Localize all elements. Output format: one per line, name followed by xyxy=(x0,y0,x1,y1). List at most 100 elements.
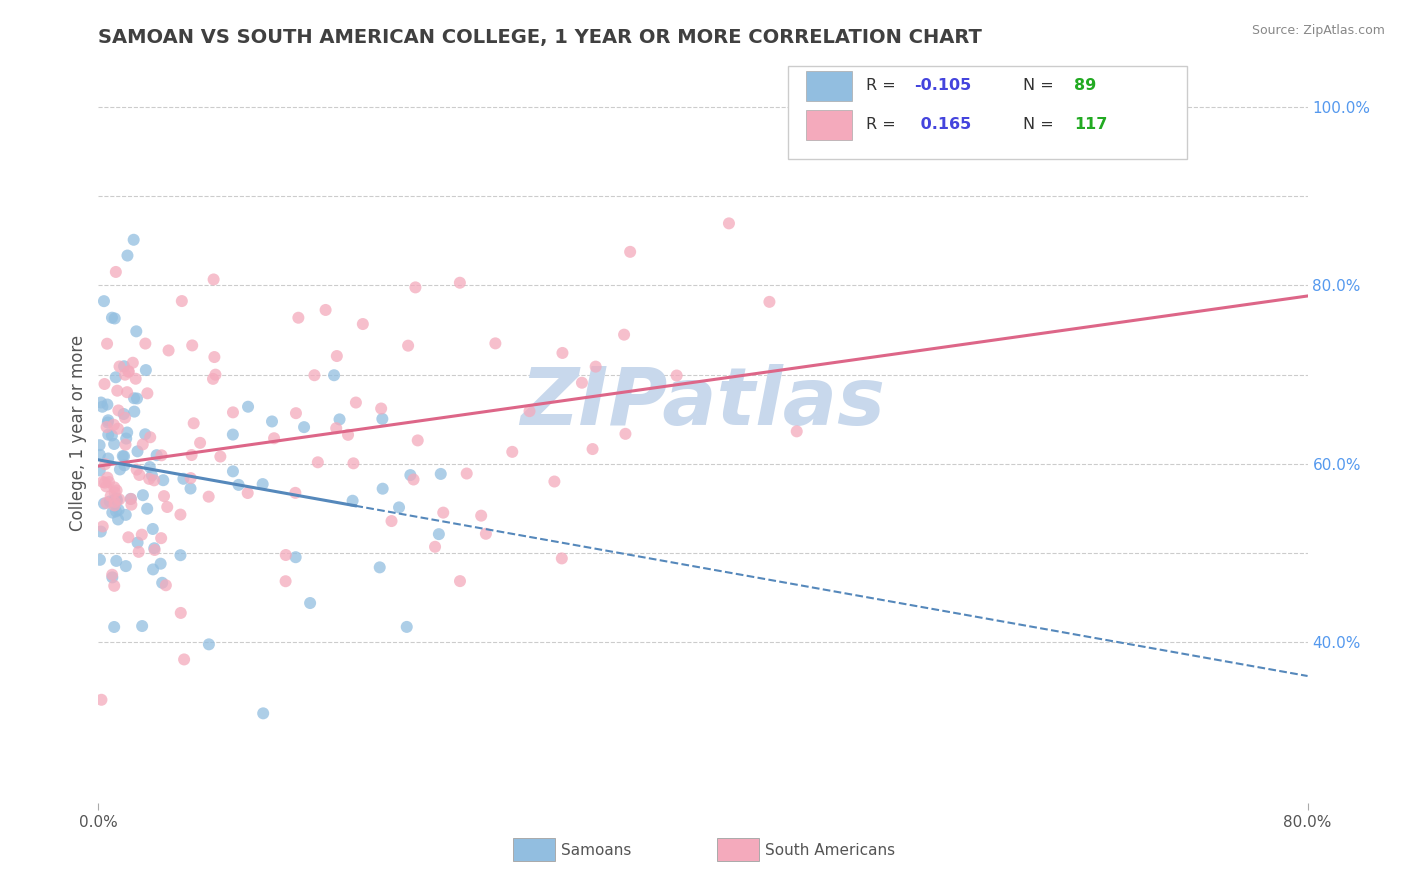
Point xyxy=(551,346,574,360)
Point xyxy=(90,524,112,539)
Point xyxy=(104,311,127,326)
Point xyxy=(342,493,364,508)
Point xyxy=(315,302,337,317)
Point xyxy=(201,372,224,386)
Point xyxy=(136,386,159,401)
Point xyxy=(104,265,127,279)
Point xyxy=(91,475,114,489)
Point xyxy=(228,478,250,492)
Point xyxy=(395,620,418,634)
Point xyxy=(150,531,173,545)
Point xyxy=(449,276,471,290)
Point xyxy=(388,500,411,515)
Point xyxy=(134,427,156,442)
Point xyxy=(236,400,259,414)
Point xyxy=(371,482,394,496)
Point xyxy=(209,450,232,464)
Point xyxy=(402,473,425,487)
Point xyxy=(274,548,297,562)
Point xyxy=(786,425,808,439)
Point xyxy=(328,412,350,426)
Point xyxy=(134,336,156,351)
Point xyxy=(202,272,225,286)
Point xyxy=(111,449,134,463)
Point xyxy=(122,391,145,405)
Point xyxy=(108,462,131,476)
Point xyxy=(429,467,451,481)
Point xyxy=(90,693,112,707)
Point xyxy=(181,338,204,352)
Point xyxy=(665,368,688,383)
Point xyxy=(475,526,498,541)
Point xyxy=(103,437,125,451)
Point xyxy=(614,426,637,441)
Point xyxy=(104,492,127,507)
Point xyxy=(139,430,162,444)
Point xyxy=(143,474,166,488)
Point xyxy=(404,280,426,294)
Point xyxy=(117,365,139,379)
Point xyxy=(112,458,135,473)
Point xyxy=(104,485,127,500)
Point xyxy=(90,395,112,409)
Point xyxy=(96,420,118,434)
FancyBboxPatch shape xyxy=(806,71,852,101)
Point xyxy=(115,385,138,400)
Point xyxy=(93,376,115,391)
Point xyxy=(127,535,149,549)
Point xyxy=(114,410,136,425)
Point xyxy=(128,545,150,559)
Point xyxy=(117,364,139,378)
Point xyxy=(125,462,148,476)
Point xyxy=(98,494,121,508)
Y-axis label: College, 1 year or more: College, 1 year or more xyxy=(69,334,87,531)
Point xyxy=(105,493,128,508)
Point xyxy=(427,527,450,541)
Point xyxy=(96,336,118,351)
Point xyxy=(139,460,162,475)
Point xyxy=(107,403,129,417)
Point xyxy=(285,406,308,420)
Point xyxy=(98,475,121,489)
Point xyxy=(112,450,135,464)
Point xyxy=(304,368,326,383)
Point xyxy=(105,491,128,506)
Point xyxy=(97,427,120,442)
Point xyxy=(406,434,429,448)
Point xyxy=(100,489,122,503)
Point xyxy=(135,363,157,377)
Point xyxy=(96,496,118,510)
Point xyxy=(157,343,180,358)
Point xyxy=(571,376,593,390)
Point xyxy=(124,404,146,418)
Point xyxy=(96,479,118,493)
Point xyxy=(143,543,166,558)
Point xyxy=(543,475,565,489)
Point xyxy=(292,420,315,434)
Point xyxy=(145,448,167,462)
Point xyxy=(222,427,245,442)
Point xyxy=(337,427,360,442)
Point xyxy=(284,550,307,565)
Point xyxy=(117,530,139,544)
Point xyxy=(120,491,142,506)
Point xyxy=(323,368,346,383)
Point xyxy=(368,560,391,574)
Point xyxy=(449,574,471,588)
Point xyxy=(180,471,202,485)
Point xyxy=(344,395,367,409)
Point xyxy=(115,425,138,440)
Point xyxy=(93,496,115,510)
Point xyxy=(89,448,111,462)
Point xyxy=(169,548,191,562)
Point xyxy=(380,514,402,528)
Text: R =: R = xyxy=(866,117,901,132)
Point xyxy=(104,370,127,384)
Point xyxy=(101,570,124,584)
Point xyxy=(105,384,128,398)
Text: 0.165: 0.165 xyxy=(915,117,972,132)
Point xyxy=(260,414,283,428)
Point xyxy=(120,498,142,512)
Point xyxy=(197,490,219,504)
Point xyxy=(127,444,149,458)
